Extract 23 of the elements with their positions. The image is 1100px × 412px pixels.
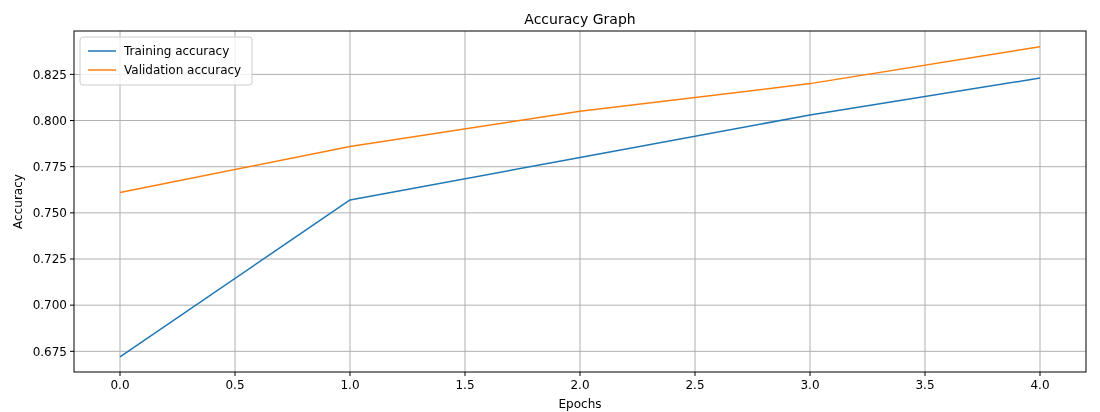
x-tick-label: 1.0 [340, 378, 360, 392]
x-tick-label: 3.0 [800, 378, 820, 392]
line-series [119, 45, 1041, 194]
chart-title: Accuracy Graph [524, 11, 636, 27]
line-series [119, 77, 1041, 358]
y-tick-label: 0.750 [32, 206, 67, 221]
y-tick-label: 0.825 [32, 67, 67, 82]
x-tick-label: 3.5 [915, 378, 935, 392]
x-tick-label: 4.0 [1030, 378, 1050, 392]
y-tick-label: 0.675 [32, 344, 67, 359]
y-tick-label: 0.700 [32, 298, 67, 313]
x-tick-label: 1.5 [455, 378, 475, 392]
x-axis-title: Epochs [558, 397, 602, 411]
y-tick-label: 0.725 [32, 252, 67, 267]
y-axis-title: Accuracy [11, 174, 25, 229]
x-tick-label: 0.0 [110, 378, 130, 392]
x-tick-label: 2.0 [570, 378, 590, 392]
legend-label: Training accuracy [123, 44, 230, 59]
y-tick-label: 0.775 [32, 159, 67, 174]
y-tick-label: 0.800 [32, 113, 67, 128]
x-tick-label: 0.5 [225, 378, 245, 392]
legend-label: Validation accuracy [124, 63, 242, 78]
x-tick-label: 2.5 [685, 378, 705, 392]
